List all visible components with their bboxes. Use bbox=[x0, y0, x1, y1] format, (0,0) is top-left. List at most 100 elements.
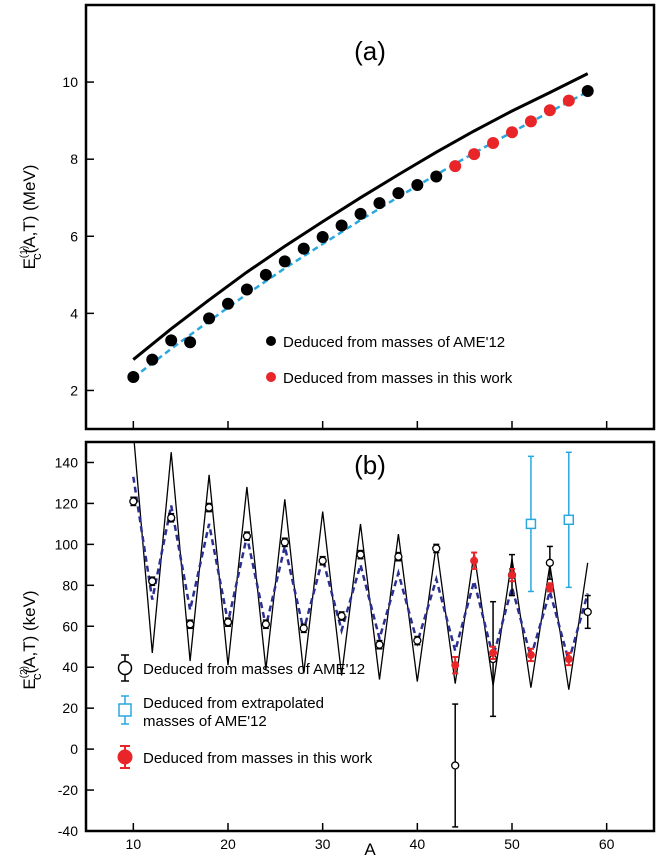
a-point-ame bbox=[259, 268, 272, 281]
b-point-ame bbox=[148, 577, 157, 586]
panel-a-ylabel-rest: (A,T) (MeV) bbox=[20, 165, 39, 254]
b-ytick-label: 60 bbox=[62, 618, 78, 634]
b-point-ame bbox=[242, 532, 252, 541]
legend-b-label-extrap-line2: masses of AME'12 bbox=[143, 713, 267, 730]
b-ytick-label: 0 bbox=[70, 741, 78, 757]
b-point-thiswork bbox=[470, 556, 479, 565]
panel-b-xticks: 10 20 30 40 50 60 bbox=[126, 823, 615, 852]
a-point-ame bbox=[165, 334, 178, 347]
a-point-ame bbox=[411, 179, 424, 192]
b-point-extrap bbox=[563, 514, 575, 526]
a-point-ame bbox=[184, 336, 197, 349]
b-dashed-curve bbox=[132, 476, 589, 666]
panel-a-ylabel: E(1)c(A,T) (MeV) bbox=[19, 165, 44, 270]
b-point-thiswork bbox=[564, 655, 573, 664]
a-point-ame bbox=[316, 231, 329, 244]
panel-a-ylabel-sup: (1) bbox=[19, 246, 30, 258]
a-point-ame bbox=[430, 170, 443, 183]
b-xtick-label: 10 bbox=[126, 836, 142, 852]
panel-b-frame bbox=[84, 440, 656, 833]
panel-b-yticks: -40 -20 0 20 40 60 80 100 120 140 bbox=[55, 454, 94, 839]
a-point-ame bbox=[581, 84, 594, 97]
a-point-thiswork bbox=[524, 115, 537, 128]
a-point-ame bbox=[240, 283, 253, 296]
b-point-ame bbox=[223, 618, 233, 627]
legend-b-label-ame: Deduced from masses of AME'12 bbox=[143, 661, 365, 678]
panel-b-legend: Deduced from masses of AME'12 Deduced fr… bbox=[117, 654, 373, 769]
legend-a-label-thiswork: Deduced from masses in this work bbox=[283, 370, 513, 387]
a-point-ame bbox=[146, 353, 159, 366]
a-point-ame bbox=[373, 197, 386, 210]
a-point-ame bbox=[278, 255, 291, 268]
panel-b-ylabel-sub: c bbox=[29, 673, 44, 680]
b-xtick-label: 50 bbox=[504, 836, 520, 852]
a-point-thiswork bbox=[543, 104, 556, 117]
a-point-thiswork bbox=[506, 126, 518, 139]
legend-b-label-thiswork: Deduced from masses in this work bbox=[143, 750, 373, 767]
b-point-ame bbox=[432, 544, 441, 553]
panel-a-frame bbox=[84, 3, 656, 431]
b-point-ame bbox=[185, 620, 195, 629]
a-point-thiswork bbox=[449, 160, 462, 173]
b-ytick-label: 20 bbox=[62, 700, 78, 716]
a-point-ame bbox=[222, 297, 234, 310]
b-point-ame bbox=[167, 513, 176, 522]
panel-a-label: (a) bbox=[354, 36, 386, 66]
svg-text:E(1)c(A,T) (MeV): E(1)c(A,T) (MeV) bbox=[19, 165, 44, 270]
b-point-ame bbox=[318, 556, 327, 565]
b-ytick-label: 80 bbox=[62, 577, 78, 593]
panel-b-ylabel-main: E bbox=[20, 678, 39, 689]
a-ytick-label: 10 bbox=[62, 74, 78, 90]
b-point-thiswork bbox=[451, 661, 460, 670]
b-point-ame bbox=[451, 761, 460, 770]
a-point-ame bbox=[392, 187, 405, 200]
b-point-ame bbox=[129, 497, 138, 506]
a-ytick-label: 4 bbox=[70, 305, 78, 321]
legend-b-marker-ame bbox=[117, 660, 133, 676]
panel-b-ylabel-sup: (2) bbox=[19, 666, 30, 678]
panel-a-ylabel-sub: c bbox=[29, 253, 44, 260]
b-ytick-label: -20 bbox=[58, 782, 78, 798]
a-point-ame bbox=[203, 312, 216, 325]
a-point-thiswork bbox=[468, 148, 481, 161]
b-point-thiswork bbox=[508, 571, 516, 580]
b-point-ame bbox=[583, 607, 592, 617]
a-solid-curve bbox=[132, 72, 589, 361]
panel-a-points bbox=[127, 84, 594, 383]
a-ytick-label: 8 bbox=[70, 151, 78, 167]
a-point-ame bbox=[297, 242, 310, 255]
b-ytick-label: -40 bbox=[58, 823, 78, 839]
a-point-ame bbox=[335, 219, 348, 232]
panel-a-lines bbox=[132, 72, 589, 379]
legend-b-marker-thiswork bbox=[117, 749, 133, 765]
b-point-ame bbox=[337, 611, 346, 621]
panel-b-label: (b) bbox=[354, 450, 386, 480]
panel-b-xlabel: A bbox=[364, 840, 376, 859]
b-point-thiswork bbox=[545, 583, 554, 592]
panel-a-ylabel-main: E bbox=[20, 258, 39, 269]
panel-a-yticks: 2 4 6 8 10 bbox=[62, 74, 608, 429]
legend-a-marker-thiswork bbox=[266, 372, 276, 382]
b-ytick-label: 140 bbox=[55, 454, 79, 470]
legend-a-marker-ame bbox=[266, 336, 276, 346]
b-point-ame bbox=[356, 550, 365, 559]
panel-a-legend: Deduced from masses of AME'12 Deduced fr… bbox=[266, 334, 513, 387]
panel-b-points bbox=[129, 451, 592, 828]
b-xtick-label: 40 bbox=[410, 836, 426, 852]
b-point-thiswork bbox=[526, 650, 535, 659]
b-point-ame bbox=[394, 552, 403, 561]
legend-a-label-ame: Deduced from masses of AME'12 bbox=[283, 334, 505, 351]
b-ytick-label: 100 bbox=[55, 536, 79, 552]
b-ytick-label: 120 bbox=[55, 495, 79, 511]
a-ytick-label: 2 bbox=[70, 382, 78, 398]
a-point-thiswork bbox=[487, 136, 500, 149]
panel-a: (a) E(1)c(A,T) (MeV) 2 4 6 8 10 Deduced from… bbox=[19, 3, 656, 431]
a-ytick-label: 6 bbox=[70, 228, 78, 244]
b-point-thiswork bbox=[489, 648, 498, 657]
b-point-ame bbox=[375, 640, 384, 649]
b-point-ame bbox=[204, 503, 214, 512]
b-point-ame bbox=[261, 620, 271, 629]
panel-b: (b) E(2)c(A,T) (keV) A -40 -20 0 20 40 60 80 10… bbox=[19, 440, 656, 859]
b-xtick-label: 30 bbox=[315, 836, 331, 852]
